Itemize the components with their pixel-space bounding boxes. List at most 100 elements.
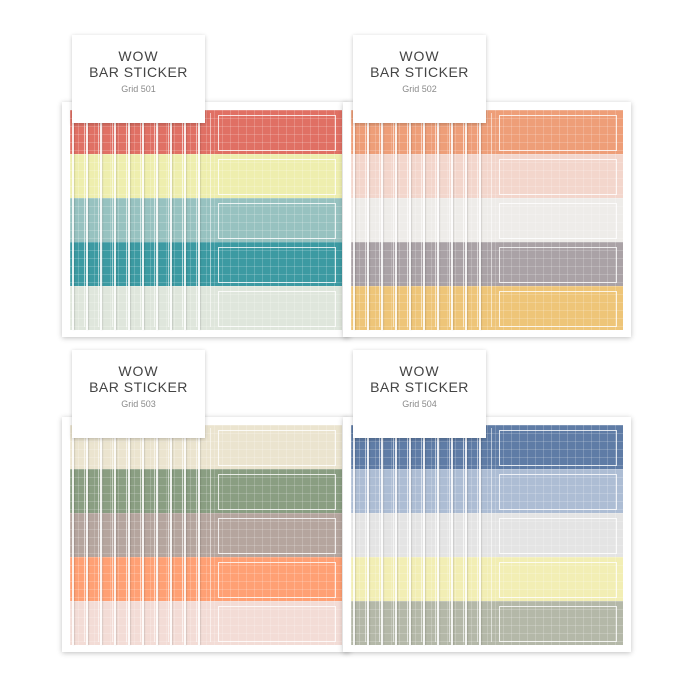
label-frame	[499, 291, 617, 327]
sheet-edge	[451, 425, 453, 645]
sticker-stripes	[70, 425, 342, 645]
sheet-edge	[100, 425, 102, 645]
sheet-frame	[356, 428, 366, 642]
brand-text: WOW	[118, 48, 159, 64]
sheet-frame	[75, 428, 85, 642]
sheet-edge	[367, 110, 369, 330]
grid-label: Grid 502	[402, 84, 437, 94]
header-card: WOW BAR STICKER Grid 502	[353, 35, 486, 123]
sticker-pack	[62, 417, 350, 652]
sheet-edge	[72, 110, 74, 330]
brand-text: WOW	[399, 363, 440, 379]
sheet-edge	[156, 110, 158, 330]
sheet-frame	[370, 113, 380, 327]
sheet-edge	[184, 110, 186, 330]
sheet-frame	[173, 113, 183, 327]
brand-text: WOW	[399, 48, 440, 64]
sheet-edge	[170, 425, 172, 645]
sticker-pack	[343, 102, 631, 337]
sheet-frame	[454, 428, 464, 642]
sheet-frame	[468, 428, 478, 642]
sheet-edge	[423, 110, 425, 330]
label-frame	[218, 606, 336, 642]
sheet-frame	[75, 113, 85, 327]
sheet-frame	[89, 428, 99, 642]
sticker-stripes	[351, 425, 623, 645]
sheet-edge	[72, 425, 74, 645]
label-frame	[499, 474, 617, 510]
sheet-frame	[412, 428, 422, 642]
sheet-frame	[370, 428, 380, 642]
sheet-edge	[367, 425, 369, 645]
label-frame	[218, 291, 336, 327]
product-title: BAR STICKER	[370, 64, 469, 80]
label-frame	[499, 606, 617, 642]
sheet-edge	[465, 425, 467, 645]
grid-label: Grid 504	[402, 399, 437, 409]
sheet-frame	[384, 113, 394, 327]
grid-label: Grid 503	[121, 399, 156, 409]
sheet-edge	[86, 425, 88, 645]
sheet-frame	[440, 113, 450, 327]
label-frame	[218, 115, 336, 151]
sticker-set-grid-501: WOW BAR STICKER Grid 501	[62, 30, 352, 340]
sheet-edge	[86, 110, 88, 330]
sheet-edge	[437, 110, 439, 330]
label-frame	[499, 247, 617, 283]
label-frame	[218, 159, 336, 195]
sheet-edge	[170, 110, 172, 330]
label-frame	[499, 115, 617, 151]
label-frame	[218, 562, 336, 598]
sticker-pack	[62, 102, 350, 337]
sheet-edge	[142, 425, 144, 645]
sheet-edge	[184, 425, 186, 645]
sheet-frame	[159, 428, 169, 642]
sheet-frame	[187, 428, 197, 642]
grid-label: Grid 501	[121, 84, 156, 94]
sheet-edge	[198, 425, 200, 645]
header-card: WOW BAR STICKER Grid 501	[72, 35, 205, 123]
sheet-edge	[100, 110, 102, 330]
sheet-frame	[426, 428, 436, 642]
sheet-edge	[395, 425, 397, 645]
sheet-frame	[131, 428, 141, 642]
product-title: BAR STICKER	[89, 64, 188, 80]
sheet-edge	[142, 110, 144, 330]
sheet-frame	[482, 428, 492, 642]
sticker-stripes	[351, 110, 623, 330]
sheet-frame	[103, 113, 113, 327]
label-frame	[218, 430, 336, 466]
sheet-edge	[437, 425, 439, 645]
label-frame	[499, 430, 617, 466]
sheet-edge	[465, 110, 467, 330]
sheet-frame	[384, 428, 394, 642]
product-title: BAR STICKER	[370, 379, 469, 395]
label-frame	[218, 247, 336, 283]
label-frame	[499, 518, 617, 554]
sheet-frame	[398, 428, 408, 642]
sheet-frame	[145, 428, 155, 642]
sheet-edge	[128, 110, 130, 330]
sheet-edge	[409, 110, 411, 330]
sticker-set-grid-504: WOW BAR STICKER Grid 504	[343, 345, 633, 655]
sheet-edge	[353, 425, 355, 645]
label-frame	[499, 562, 617, 598]
sheet-edge	[128, 425, 130, 645]
sheet-edge	[423, 425, 425, 645]
sheet-frame	[482, 113, 492, 327]
sheet-frame	[356, 113, 366, 327]
product-title: BAR STICKER	[89, 379, 188, 395]
sheet-edge	[114, 425, 116, 645]
sheet-edge	[156, 425, 158, 645]
sheet-frame	[103, 428, 113, 642]
sheet-frame	[117, 113, 127, 327]
sheet-frame	[398, 113, 408, 327]
sheet-edge	[198, 110, 200, 330]
label-frame	[499, 203, 617, 239]
sheet-edge	[353, 110, 355, 330]
header-card: WOW BAR STICKER Grid 504	[353, 350, 486, 438]
sticker-set-grid-502: WOW BAR STICKER Grid 502	[343, 30, 633, 340]
label-frame	[218, 474, 336, 510]
sheet-frame	[89, 113, 99, 327]
sheet-frame	[145, 113, 155, 327]
